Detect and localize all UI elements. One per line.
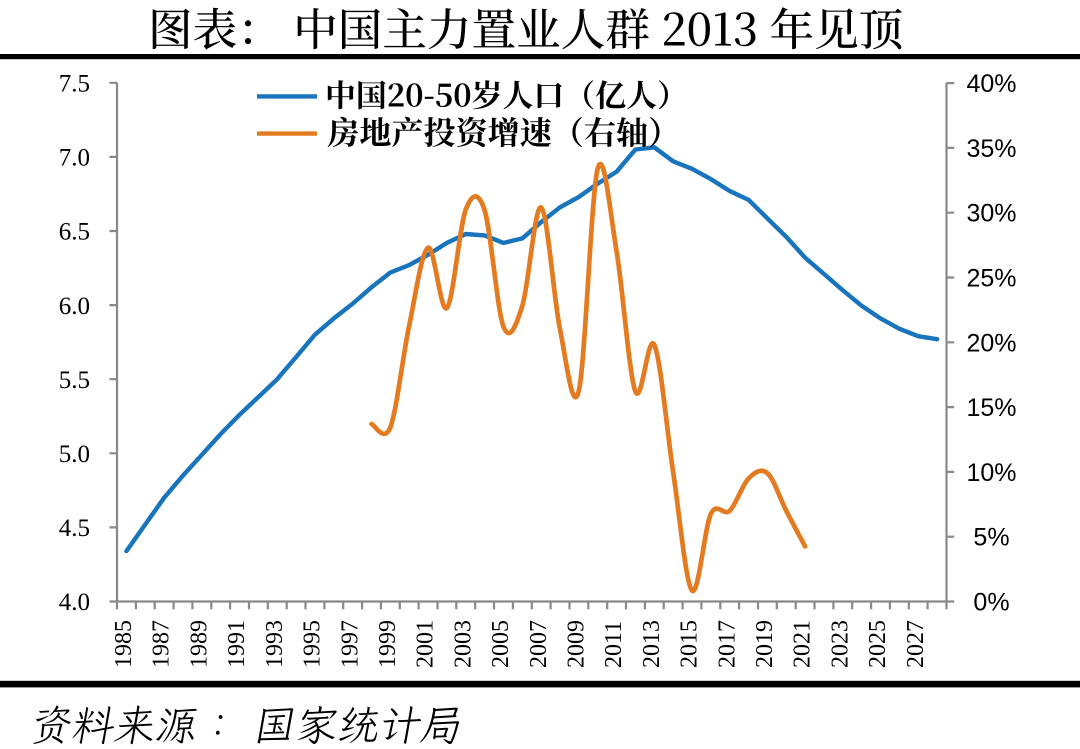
svg-text:2027: 2027 bbox=[903, 620, 929, 668]
svg-text:25%: 25% bbox=[966, 265, 1016, 293]
svg-text:10%: 10% bbox=[966, 459, 1016, 487]
svg-text:1995: 1995 bbox=[300, 620, 326, 668]
svg-text:40%: 40% bbox=[966, 70, 1016, 98]
svg-text:1989: 1989 bbox=[186, 620, 212, 668]
svg-text:2003: 2003 bbox=[450, 620, 476, 668]
svg-text:1985: 1985 bbox=[111, 620, 137, 668]
svg-text:2001: 2001 bbox=[413, 620, 439, 668]
svg-text:1987: 1987 bbox=[149, 620, 175, 668]
svg-text:2011: 2011 bbox=[601, 621, 627, 668]
svg-text:2013: 2013 bbox=[639, 620, 665, 668]
svg-text:30%: 30% bbox=[966, 200, 1016, 228]
svg-text:1999: 1999 bbox=[375, 620, 401, 668]
svg-text:2021: 2021 bbox=[790, 620, 816, 668]
svg-text:2019: 2019 bbox=[752, 620, 778, 668]
svg-text:2015: 2015 bbox=[677, 620, 703, 668]
svg-text:35%: 35% bbox=[966, 135, 1016, 163]
svg-text:20%: 20% bbox=[966, 329, 1016, 357]
svg-text:2007: 2007 bbox=[526, 620, 552, 668]
svg-text:7.5: 7.5 bbox=[59, 71, 90, 98]
svg-text:15%: 15% bbox=[966, 394, 1016, 422]
svg-text:2005: 2005 bbox=[488, 620, 514, 668]
svg-text:4.5: 4.5 bbox=[59, 515, 90, 542]
svg-text:2009: 2009 bbox=[564, 620, 590, 668]
svg-text:6.5: 6.5 bbox=[59, 219, 90, 246]
svg-text:5.5: 5.5 bbox=[59, 367, 90, 394]
svg-text:2023: 2023 bbox=[827, 620, 853, 668]
svg-text:0%: 0% bbox=[973, 589, 1009, 617]
svg-text:7.0: 7.0 bbox=[59, 145, 90, 172]
svg-text:1993: 1993 bbox=[262, 620, 288, 668]
svg-text:2025: 2025 bbox=[865, 620, 891, 668]
svg-text:5.0: 5.0 bbox=[59, 441, 90, 468]
svg-text:4.0: 4.0 bbox=[59, 589, 90, 616]
svg-text:1991: 1991 bbox=[224, 620, 250, 668]
svg-text:5%: 5% bbox=[973, 524, 1009, 552]
svg-text:1997: 1997 bbox=[337, 620, 363, 668]
svg-text:2017: 2017 bbox=[714, 620, 740, 668]
svg-text:6.0: 6.0 bbox=[59, 293, 90, 320]
